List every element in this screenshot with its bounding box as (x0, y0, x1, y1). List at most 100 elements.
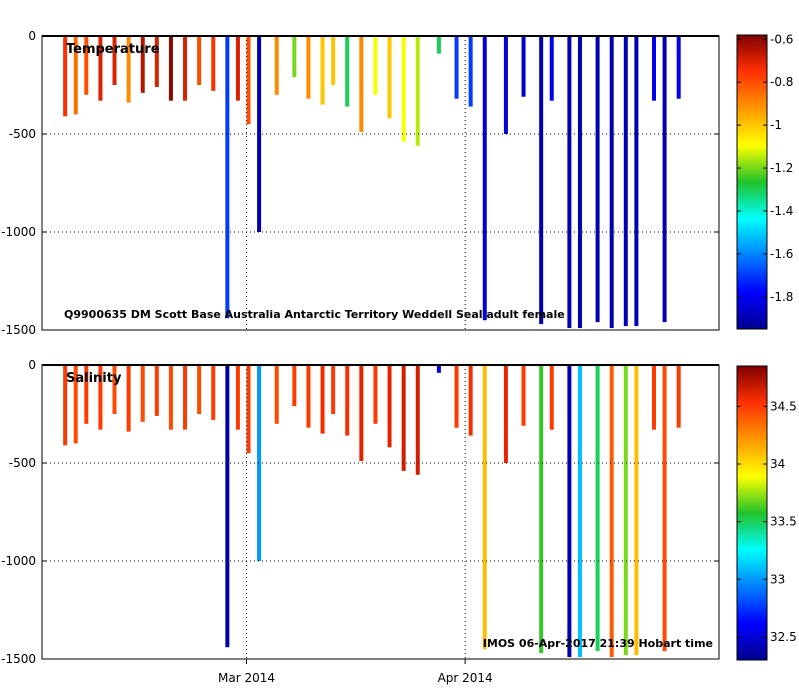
salinity-profile-1 (73, 365, 78, 444)
salinity-profile-12 (225, 365, 230, 648)
salinity-profile-2 (84, 365, 89, 424)
salinity-profile-9 (183, 365, 188, 430)
salinity-profile-29 (468, 365, 473, 436)
colorbar-tick-label-2: 33.5 (770, 515, 797, 529)
y-tick-label-3: -1500 (1, 652, 36, 666)
temperature-profile-11 (211, 36, 216, 91)
salinity-profile-31 (503, 365, 508, 463)
colorbar-tick-label-1: -0.8 (770, 75, 793, 89)
salinity-profile-22 (359, 365, 364, 462)
temperature-profile-24 (387, 36, 392, 119)
salinity-profile-41 (652, 365, 657, 430)
salinity-profile-25 (401, 365, 406, 471)
temperature-profile-28 (454, 36, 459, 99)
temperature-profile-41 (652, 36, 657, 101)
temperature-profile-37 (595, 36, 600, 323)
temperature-profile-31 (503, 36, 508, 134)
colorbar-tick-label-1: 34 (770, 457, 785, 471)
temperature-profile-5 (126, 36, 131, 103)
temperature-profile-29 (468, 36, 473, 107)
temperature-profile-15 (257, 36, 262, 232)
temperature-profile-4 (112, 36, 117, 85)
y-tick-label-2: -1000 (1, 554, 36, 568)
temperature-profile-38 (609, 36, 614, 329)
temperature-colorbar: -0.6 -0.8 -1 -1.2 -1.4 -1.6 -1.8 (736, 32, 793, 330)
temperature-profile-36 (577, 36, 582, 329)
salinity-profile-21 (345, 365, 350, 436)
salinity-profile-20 (331, 365, 336, 414)
salinity-profile-40 (634, 365, 639, 656)
salinity-profile-37 (595, 365, 600, 652)
time-x-axis: Mar 2014 Apr 2014 (218, 659, 493, 685)
temperature-profile-34 (549, 36, 554, 101)
temperature-profile-1 (73, 36, 78, 115)
temperature-profile-12 (225, 36, 230, 319)
temperature-profile-27 (436, 36, 441, 54)
temperature-profiles (63, 36, 681, 329)
temperature-profile-14 (246, 36, 251, 125)
temperature-axes-frame (41, 35, 720, 331)
temperature-profile-2 (84, 36, 89, 95)
y-tick-label-0: 0 (28, 29, 36, 43)
temperature-profile-40 (634, 36, 639, 327)
deployment-annotation: Q9900635 DM Scott Base Australia Antarct… (64, 308, 565, 321)
temperature-profile-8 (168, 36, 173, 101)
salinity-profile-30 (482, 365, 487, 650)
temperature-profile-33 (539, 36, 544, 325)
temperature-profile-17 (292, 36, 297, 78)
temperature-profile-6 (140, 36, 145, 93)
imos-timestamp-annotation: IMOS 06-Apr-2017 21:39 Hobart time (483, 637, 713, 650)
temperature-panel: 0 -500 -1000 -1500 Temperature Q9900635 DM … (1, 29, 720, 337)
x-tick-label-0: Mar 2014 (218, 671, 275, 685)
y-tick-label-1: -500 (9, 456, 36, 470)
x-tick-label-1: Apr 2014 (438, 671, 493, 685)
salinity-profile-16 (274, 365, 279, 424)
temperature-profile-13 (235, 36, 240, 101)
salinity-profile-17 (292, 365, 297, 407)
temperature-profile-19 (320, 36, 325, 105)
salinity-profile-14 (246, 365, 251, 454)
salinity-profile-7 (154, 365, 159, 416)
salinity-profiles (63, 365, 681, 658)
salinity-profile-33 (539, 365, 544, 654)
salinity-profile-4 (112, 365, 117, 414)
salinity-profile-42 (662, 365, 667, 652)
colorbar-tick-label-5: -1.6 (770, 247, 793, 261)
colorbar-tick-label-2: -1 (770, 118, 782, 132)
colorbar-tick-label-0: -0.6 (770, 32, 793, 46)
salinity-profile-3 (98, 365, 103, 430)
temperature-profile-26 (415, 36, 420, 146)
temperature-profile-18 (306, 36, 311, 99)
temperature-profile-21 (345, 36, 350, 107)
salinity-profile-35 (567, 365, 572, 658)
y-tick-label-3: -1500 (1, 323, 36, 337)
salinity-title: Salinity (66, 371, 122, 386)
temperature-profile-7 (154, 36, 159, 87)
salinity-profile-23 (373, 365, 378, 424)
salinity-profile-24 (387, 365, 392, 448)
temperature-profile-43 (676, 36, 681, 99)
temperature-title: Temperature (66, 42, 160, 57)
salinity-profile-18 (306, 365, 311, 428)
salinity-colorbar: 34.5 34 33.5 33 32.5 (736, 365, 797, 661)
y-tick-label-0: 0 (28, 358, 36, 372)
salinity-profile-28 (454, 365, 459, 428)
salinity-profile-5 (126, 365, 131, 432)
temperature-profile-16 (274, 36, 279, 95)
temperature-profile-9 (183, 36, 188, 101)
temperature-y-axis: 0 -500 -1000 -1500 (1, 29, 719, 337)
salinity-profile-39 (623, 365, 628, 656)
salinity-colorbar-scale (736, 365, 768, 661)
colorbar-tick-label-3: -1.2 (770, 161, 793, 175)
salinity-profile-36 (577, 365, 582, 658)
temperature-profile-25 (401, 36, 406, 142)
salinity-profile-38 (609, 365, 614, 658)
salinity-profile-26 (415, 365, 420, 475)
temperature-profile-20 (331, 36, 336, 85)
temperature-profile-10 (197, 36, 202, 85)
salinity-panel: 0 -500 -1000 -1500 Mar 2014 Apr 2014 Salinit… (1, 358, 720, 685)
colorbar-tick-label-4: 32.5 (770, 630, 797, 644)
temperature-profile-3 (98, 36, 103, 101)
salinity-profile-11 (211, 365, 216, 420)
